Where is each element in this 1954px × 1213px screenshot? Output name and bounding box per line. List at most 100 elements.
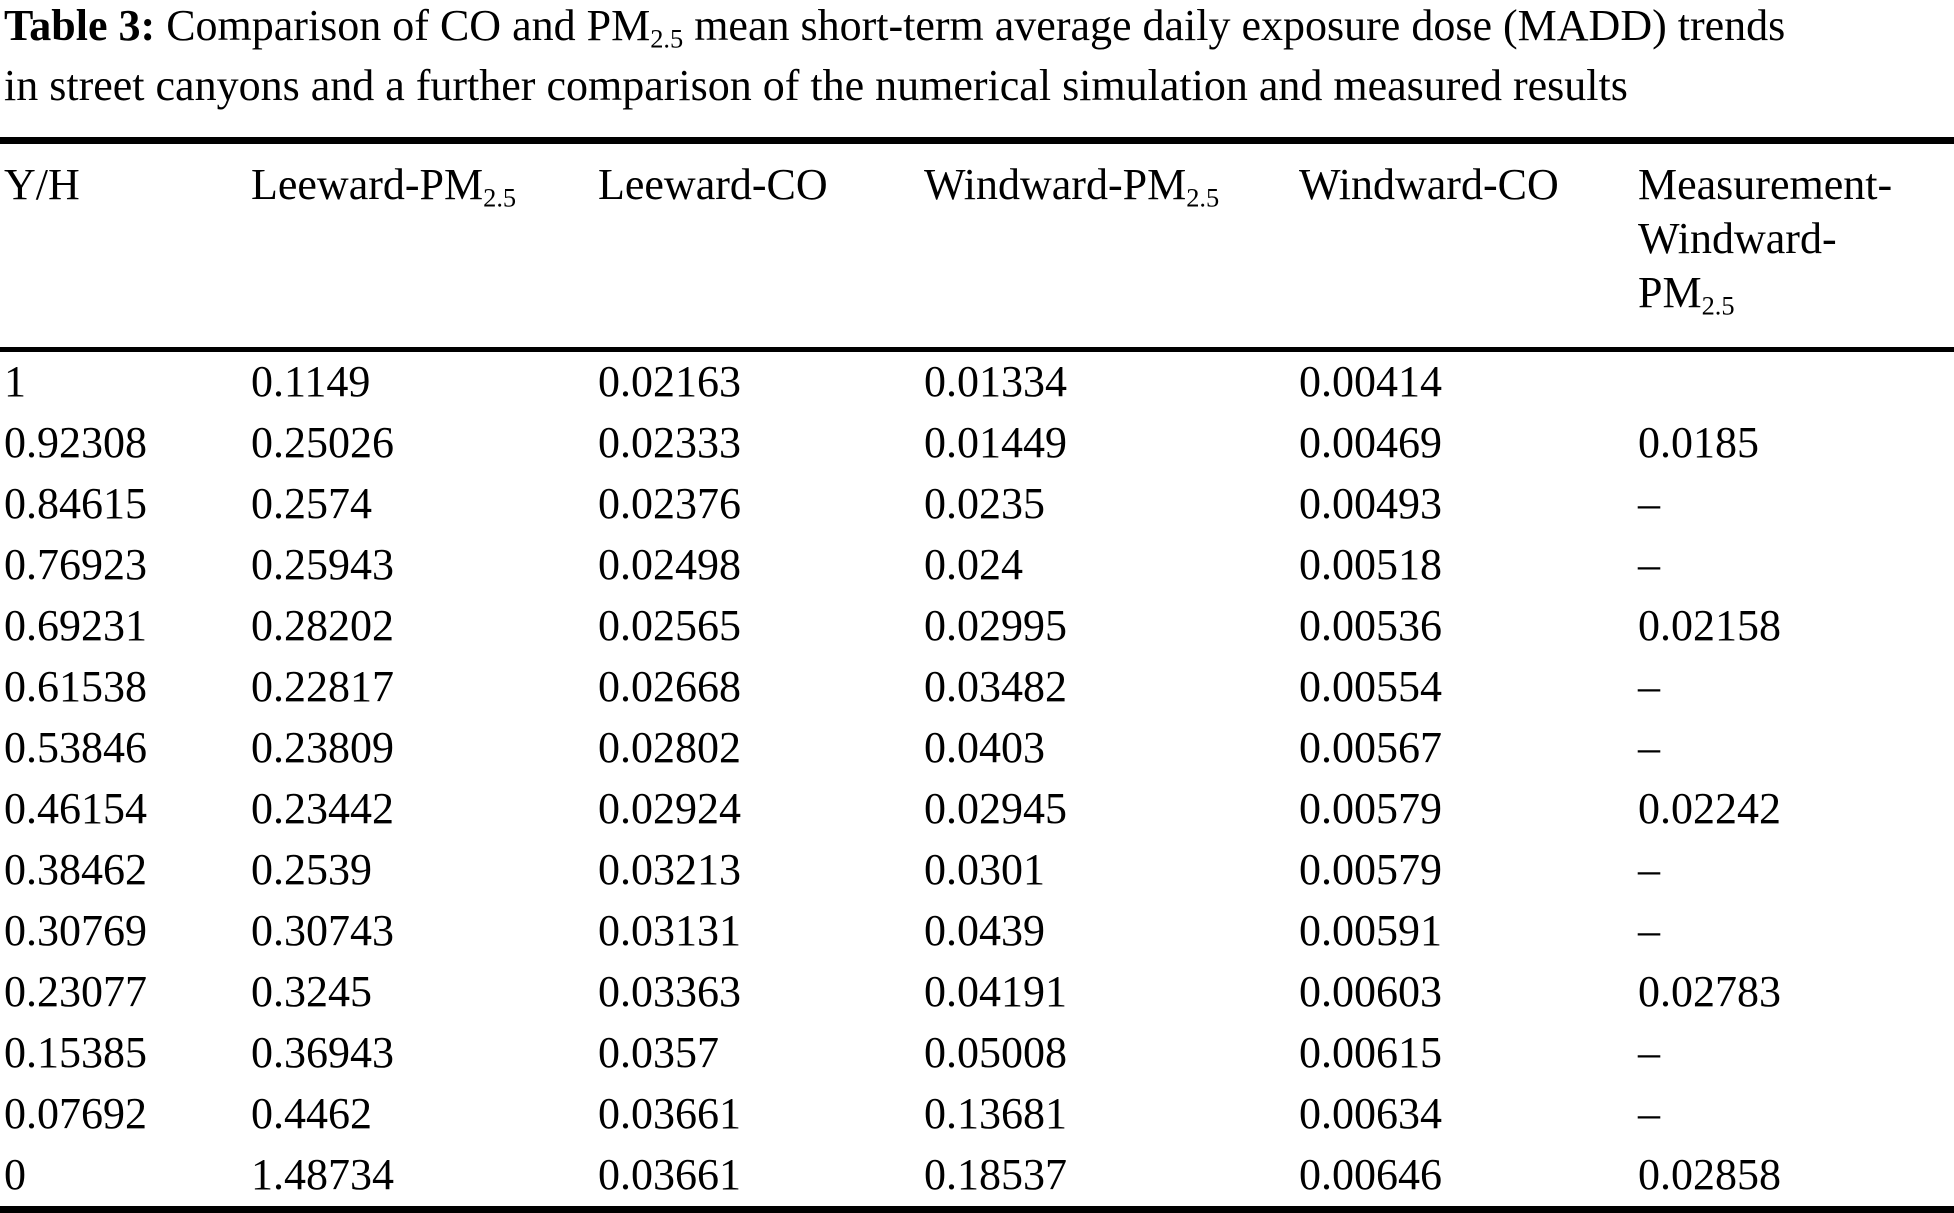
table-cell: 0.04191 xyxy=(924,967,1067,1017)
table-cell: 0.25026 xyxy=(251,418,394,468)
table-cell: 0.76923 xyxy=(4,540,147,590)
header-subscript: 2.5 xyxy=(483,182,517,213)
caption-text-part1: Comparison of CO and PM xyxy=(166,1,651,50)
table-cell: 0.1149 xyxy=(251,357,371,407)
table-cell: 0.00518 xyxy=(1299,540,1442,590)
header-label: Leeward-PM xyxy=(251,160,484,210)
table-cell: 0.30769 xyxy=(4,906,147,956)
column-header-yh: Y/H xyxy=(0,141,247,349)
header-label-line3: PM xyxy=(1638,268,1702,318)
table-cell: 0.18537 xyxy=(924,1150,1067,1200)
table-cell: 0.02565 xyxy=(598,601,741,651)
table-cell: – xyxy=(1638,845,1660,895)
table-cell: 0.46154 xyxy=(4,784,147,834)
table-cell: 0.02995 xyxy=(924,601,1067,651)
table-cell: 0.00579 xyxy=(1299,845,1442,895)
table-cell: 0.2539 xyxy=(251,845,372,895)
table-header: Y/H Leeward-PM2.5 Leeward-CO Windward-PM… xyxy=(0,141,1954,350)
table-row: 0.30769 0.30743 0.03131 0.0439 0.00591 – xyxy=(0,901,1954,962)
column-header-windward-pm25: Windward-PM2.5 xyxy=(920,141,1295,349)
table-cell: 0.0403 xyxy=(924,723,1045,773)
table-cell: 0.00646 xyxy=(1299,1150,1442,1200)
table-cell: 0 xyxy=(4,1150,26,1200)
table-row: 0 1.48734 0.03661 0.18537 0.00646 0.02858 xyxy=(0,1145,1954,1210)
table-cell: 0.23077 xyxy=(4,967,147,1017)
table-row: 0.38462 0.2539 0.03213 0.0301 0.00579 – xyxy=(0,840,1954,901)
table-row: 0.84615 0.2574 0.02376 0.0235 0.00493 – xyxy=(0,474,1954,535)
caption-line-1: Table 3: Comparison of CO and PM2.5 mean… xyxy=(4,2,1954,62)
table-cell: 0.03363 xyxy=(598,967,741,1017)
table-cell: 0.84615 xyxy=(4,479,147,529)
table-cell: 0.2574 xyxy=(251,479,372,529)
table-cell: 0.02858 xyxy=(1638,1150,1781,1200)
table-cell: 0.13681 xyxy=(924,1089,1067,1139)
table-cell: 0.00554 xyxy=(1299,662,1442,712)
table-cell: 0.00567 xyxy=(1299,723,1442,773)
table-cell: 1.48734 xyxy=(251,1150,394,1200)
table-row: 0.15385 0.36943 0.0357 0.05008 0.00615 – xyxy=(0,1023,1954,1084)
table-row: 0.23077 0.3245 0.03363 0.04191 0.00603 0.0278… xyxy=(0,962,1954,1023)
table-row: 0.07692 0.4462 0.03661 0.13681 0.00634 – xyxy=(0,1084,1954,1145)
table-cell: 0.3245 xyxy=(251,967,372,1017)
table-cell: 0.01449 xyxy=(924,418,1067,468)
table-cell: 0.69231 xyxy=(4,601,147,651)
table-cell: 0.03213 xyxy=(598,845,741,895)
table-cell: 0.25943 xyxy=(251,540,394,590)
table-cell: 0.22817 xyxy=(251,662,394,712)
table-cell: 0.02376 xyxy=(598,479,741,529)
table-cell: 0.024 xyxy=(924,540,1023,590)
table-cell: 0.00493 xyxy=(1299,479,1442,529)
column-header-leeward-co: Leeward-CO xyxy=(594,141,920,349)
table-row: 0.69231 0.28202 0.02565 0.02995 0.00536 0.021… xyxy=(0,596,1954,657)
column-header-windward-co: Windward-CO xyxy=(1295,141,1634,349)
table-cell: 0.00591 xyxy=(1299,906,1442,956)
table-cell: 0.05008 xyxy=(924,1028,1067,1078)
table-cell: 0.61538 xyxy=(4,662,147,712)
table-cell: 0.38462 xyxy=(4,845,147,895)
table-cell: 0.0301 xyxy=(924,845,1045,895)
header-label: Windward-PM xyxy=(924,160,1187,210)
table-cell: 0.00634 xyxy=(1299,1089,1442,1139)
table-cell: 0.02158 xyxy=(1638,601,1781,651)
table-caption: Table 3: Comparison of CO and PM2.5 mean… xyxy=(0,0,1954,109)
table-cell: 0.02668 xyxy=(598,662,741,712)
table-cell: 0.02924 xyxy=(598,784,741,834)
table-cell: 0.00414 xyxy=(1299,357,1442,407)
header-subscript: 2.5 xyxy=(1701,290,1735,321)
header-subscript: 2.5 xyxy=(1186,182,1220,213)
table-cell: 0.36943 xyxy=(251,1028,394,1078)
table-cell: 0.02802 xyxy=(598,723,741,773)
table-cell: 0.0185 xyxy=(1638,418,1759,468)
table-cell: 0.03482 xyxy=(924,662,1067,712)
column-header-leeward-pm25: Leeward-PM2.5 xyxy=(247,141,594,349)
column-header-measurement-windward-pm25: Measurement- Windward- PM2.5 xyxy=(1634,141,1954,349)
table-cell: 0.02242 xyxy=(1638,784,1781,834)
table-cell: – xyxy=(1638,906,1660,956)
table-cell: 0.0439 xyxy=(924,906,1045,956)
table-cell: 0.02163 xyxy=(598,357,741,407)
header-label: Y/H xyxy=(4,160,80,210)
table-cell: 0.02498 xyxy=(598,540,741,590)
table-cell: – xyxy=(1638,1089,1660,1139)
table-cell: – xyxy=(1638,479,1660,529)
caption-text-part2: mean short-term average daily exposure d… xyxy=(694,1,1786,50)
header-label-line1: Measurement- xyxy=(1638,160,1893,210)
table-cell: 0.0357 xyxy=(598,1028,719,1078)
table-body: 1 0.1149 0.02163 0.01334 0.00414 0.92308 0.250… xyxy=(0,349,1954,1209)
table-cell: 0.53846 xyxy=(4,723,147,773)
table-cell: 0.23809 xyxy=(251,723,394,773)
table-cell: 0.23442 xyxy=(251,784,394,834)
table-cell: – xyxy=(1638,662,1660,712)
table-cell: 0.00536 xyxy=(1299,601,1442,651)
table-cell: 0.03131 xyxy=(598,906,741,956)
table-cell: 0.15385 xyxy=(4,1028,147,1078)
table-cell: 0.28202 xyxy=(251,601,394,651)
table-cell: 0.00579 xyxy=(1299,784,1442,834)
table-cell xyxy=(1634,349,1954,413)
table-cell: 0.03661 xyxy=(598,1150,741,1200)
table-row: 0.92308 0.25026 0.02333 0.01449 0.00469 0.018… xyxy=(0,413,1954,474)
table-cell: – xyxy=(1638,723,1660,773)
header-label: Windward-CO xyxy=(1299,160,1559,210)
table-row: 0.53846 0.23809 0.02802 0.0403 0.00567 – xyxy=(0,718,1954,779)
caption-pm-subscript: 2.5 xyxy=(650,23,684,54)
